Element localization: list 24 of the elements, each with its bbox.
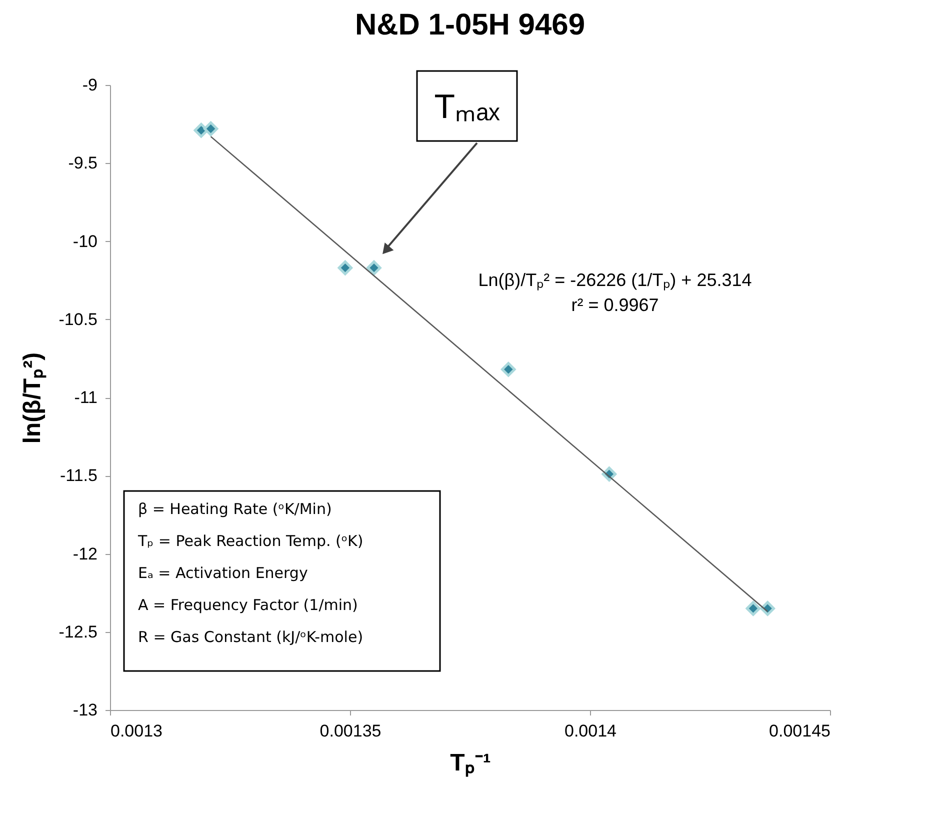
annotation: Eₐ = Activation Energy xyxy=(138,564,308,582)
y-tick-label: -13 xyxy=(72,700,98,720)
x-tick-label: 0.0013 xyxy=(110,722,162,740)
x-tick-label: 0.00135 xyxy=(320,722,382,740)
y-tick-label: -12 xyxy=(72,544,98,564)
y-tick-label: -11.5 xyxy=(60,466,98,486)
annotation: A = Frequency Factor (1/min) xyxy=(138,596,358,614)
x-tick-label: 0.0014 xyxy=(564,722,616,740)
y-tick-label: -10 xyxy=(72,232,98,251)
annotation: R = Gas Constant (kJ/ᵒK-mole) xyxy=(138,628,364,646)
annotation: β = Heating Rate (ᵒK/Min) xyxy=(138,500,332,518)
x-axis-title: Tₚ⁻¹ xyxy=(450,750,491,778)
chart-title: N&D 1-05H 9469 xyxy=(354,8,586,42)
y-tick-label: -10.5 xyxy=(58,310,98,329)
annotation: r² = 0.9967 xyxy=(571,295,659,315)
y-tick-label: -9 xyxy=(82,76,98,94)
y-tick-label: -12.5 xyxy=(58,622,98,642)
annotation: Tₘₐₓ xyxy=(434,88,501,126)
x-tick-label: 0.00145 xyxy=(769,722,830,740)
y-tick-label: -11 xyxy=(74,388,98,407)
annotation: Ln(β)/Tₚ² = -26226 (1/Tₚ) + 25.314 xyxy=(478,270,752,291)
annotation: Tₚ = Peak Reaction Temp. (ᵒK) xyxy=(137,532,364,550)
y-tick-label: -9.5 xyxy=(68,154,98,173)
y-axis-title: ln(β/Tₚ²) xyxy=(18,352,47,444)
